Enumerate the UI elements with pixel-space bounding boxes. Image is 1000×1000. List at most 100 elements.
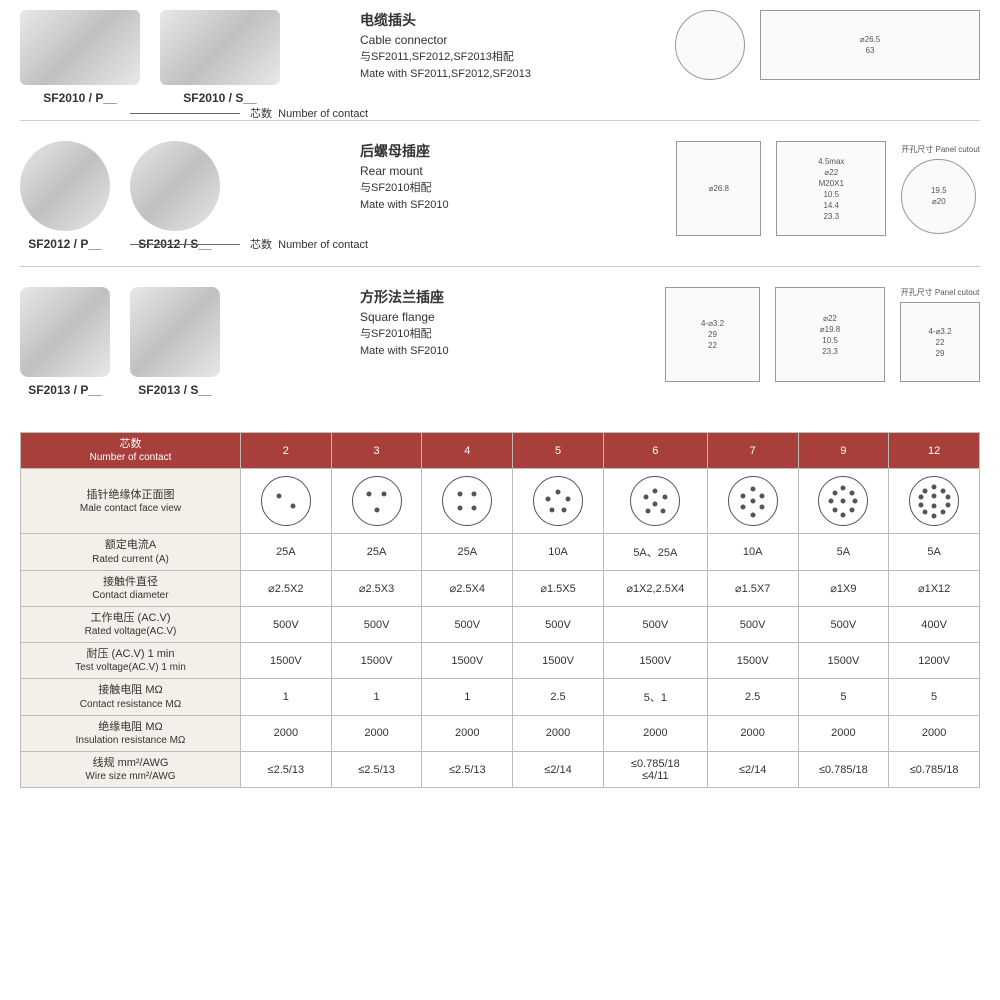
product-photo-p bbox=[20, 287, 110, 377]
table-cell: ≤0.785/18 bbox=[889, 752, 980, 788]
table-cell: 500V bbox=[331, 606, 422, 642]
row-label: 接触电阻 MΩContact resistance MΩ bbox=[21, 679, 241, 715]
row-label: 线规 mm²/AWGWire size mm²/AWG bbox=[21, 752, 241, 788]
table-cell bbox=[798, 469, 889, 534]
table-cell: ≤2.5/13 bbox=[331, 752, 422, 788]
face-view-icon bbox=[352, 476, 402, 526]
desc-title-en: Square flange bbox=[360, 308, 590, 326]
drawing-side-icon: ⌀22 ⌀19.8 10.5 23.3 bbox=[775, 287, 885, 382]
table-row: 耐压 (AC.V) 1 minTest voltage(AC.V) 1 min 1… bbox=[21, 643, 980, 679]
product-photo-p bbox=[20, 10, 140, 85]
table-cell: 2.5 bbox=[707, 679, 798, 715]
table-cell: 1500V bbox=[331, 643, 422, 679]
table-cell: 1500V bbox=[603, 643, 707, 679]
table-cell: 500V bbox=[513, 606, 604, 642]
table-row: 接触电阻 MΩContact resistance MΩ1112.55、12.5… bbox=[21, 679, 980, 715]
face-view-icon bbox=[728, 476, 778, 526]
table-cell: ⌀1.5X7 bbox=[707, 570, 798, 606]
desc-mate-en: Mate with SF2010 bbox=[360, 343, 590, 360]
drawing-cutout-icon: 19.5 ⌀20 bbox=[901, 159, 976, 234]
drawing-front-icon: ⌀26.8 bbox=[676, 141, 761, 236]
table-cell: 2000 bbox=[707, 715, 798, 751]
header-col: 9 bbox=[798, 433, 889, 469]
table-cell: 2000 bbox=[603, 715, 707, 751]
table-cell: 10A bbox=[513, 534, 604, 570]
desc-title-cn: 后螺母插座 bbox=[360, 141, 590, 162]
table-cell bbox=[331, 469, 422, 534]
face-view-icon bbox=[442, 476, 492, 526]
table-row: 插针绝缘体正面图Male contact face view bbox=[21, 469, 980, 534]
drawing-side-icon: ⌀26.5 63 bbox=[760, 10, 980, 80]
part-number-p: SF2013 / P__ bbox=[20, 383, 110, 397]
face-view-icon bbox=[630, 476, 680, 526]
table-cell: 500V bbox=[707, 606, 798, 642]
table-cell: 10A bbox=[707, 534, 798, 570]
desc-mate-cn: 与SF2010相配 bbox=[360, 326, 590, 343]
tech-drawing: ⌀26.8 4.5max ⌀22 M20X1 10.5 14.4 23.3 开孔… bbox=[590, 141, 980, 236]
table-cell: ≤2.5/13 bbox=[241, 752, 332, 788]
product-images: SF2012 / P__ SF2012 / S__ bbox=[20, 141, 330, 251]
table-cell: 500V bbox=[798, 606, 889, 642]
table-row: 工作电压 (AC.V)Rated voltage(AC.V)500V500V50… bbox=[21, 606, 980, 642]
table-cell: 2000 bbox=[241, 715, 332, 751]
table-cell: 1 bbox=[422, 679, 513, 715]
table-row: 绝缘电阻 MΩInsulation resistance MΩ200020002… bbox=[21, 715, 980, 751]
tech-drawing: ⌀26.5 63 bbox=[590, 10, 980, 80]
table-cell: 2000 bbox=[798, 715, 889, 751]
table-cell: 1500V bbox=[707, 643, 798, 679]
table-cell: 2000 bbox=[889, 715, 980, 751]
table-cell: 1200V bbox=[889, 643, 980, 679]
table-cell bbox=[513, 469, 604, 534]
row-label: 工作电压 (AC.V)Rated voltage(AC.V) bbox=[21, 606, 241, 642]
table-cell: 1 bbox=[241, 679, 332, 715]
product-row-sf2010: SF2010 / P__ SF2010 / S__ 电缆插头 Cable con… bbox=[20, 10, 980, 121]
face-view-icon bbox=[909, 476, 959, 526]
part-number-p: SF2012 / P__ bbox=[20, 237, 110, 251]
table-cell: 2000 bbox=[331, 715, 422, 751]
table-cell: 5 bbox=[798, 679, 889, 715]
table-cell: 1500V bbox=[513, 643, 604, 679]
header-col: 3 bbox=[331, 433, 422, 469]
table-cell: ≤2/14 bbox=[707, 752, 798, 788]
table-cell: 500V bbox=[603, 606, 707, 642]
table-cell: 5、1 bbox=[603, 679, 707, 715]
header-col: 12 bbox=[889, 433, 980, 469]
product-images: SF2010 / P__ SF2010 / S__ bbox=[20, 10, 330, 105]
table-row: 接触件直径Contact diameter⌀2.5X2⌀2.5X3⌀2.5X4⌀… bbox=[21, 570, 980, 606]
table-cell: 500V bbox=[241, 606, 332, 642]
table-cell: 5A bbox=[798, 534, 889, 570]
drawing-front-icon: 4-⌀3.2 29 22 bbox=[665, 287, 760, 382]
product-photo-s bbox=[130, 287, 220, 377]
table-cell bbox=[241, 469, 332, 534]
table-cell: 1500V bbox=[798, 643, 889, 679]
product-images: SF2013 / P__ SF2013 / S__ bbox=[20, 287, 330, 397]
row-label: 插针绝缘体正面图Male contact face view bbox=[21, 469, 241, 534]
table-cell: 2000 bbox=[422, 715, 513, 751]
table-cell: 5A bbox=[889, 534, 980, 570]
tech-drawing: 4-⌀3.2 29 22 ⌀22 ⌀19.8 10.5 23.3 开孔尺寸 Pa… bbox=[590, 287, 980, 382]
table-cell bbox=[603, 469, 707, 534]
header-col: 2 bbox=[241, 433, 332, 469]
table-cell: 2000 bbox=[513, 715, 604, 751]
table-cell: 5A、25A bbox=[603, 534, 707, 570]
desc-title-cn: 方形法兰插座 bbox=[360, 287, 590, 308]
table-cell: 25A bbox=[241, 534, 332, 570]
table-row: 额定电流ARated current (A)25A25A25A10A5A、25A… bbox=[21, 534, 980, 570]
desc-mate-cn: 与SF2011,SF2012,SF2013相配 bbox=[360, 49, 590, 66]
row-label: 接触件直径Contact diameter bbox=[21, 570, 241, 606]
desc-mate-cn: 与SF2010相配 bbox=[360, 180, 590, 197]
drawing-side-icon: 4.5max ⌀22 M20X1 10.5 14.4 23.3 bbox=[776, 141, 886, 236]
header-col: 4 bbox=[422, 433, 513, 469]
table-cell: ⌀1X2,2.5X4 bbox=[603, 570, 707, 606]
row-label: 耐压 (AC.V) 1 minTest voltage(AC.V) 1 min bbox=[21, 643, 241, 679]
table-cell bbox=[889, 469, 980, 534]
desc-title-cn: 电缆插头 bbox=[360, 10, 590, 31]
contact-note: 芯数 Number of contact bbox=[250, 105, 368, 121]
face-view-icon bbox=[533, 476, 583, 526]
drawing-face-icon bbox=[675, 10, 745, 80]
table-cell: ⌀2.5X2 bbox=[241, 570, 332, 606]
spec-table: 芯数 Number of contact 234567912 插针绝缘体正面图M… bbox=[20, 432, 980, 788]
product-description: 方形法兰插座 Square flange 与SF2010相配 Mate with… bbox=[330, 287, 590, 359]
table-cell bbox=[707, 469, 798, 534]
desc-title-en: Cable connector bbox=[360, 31, 590, 49]
